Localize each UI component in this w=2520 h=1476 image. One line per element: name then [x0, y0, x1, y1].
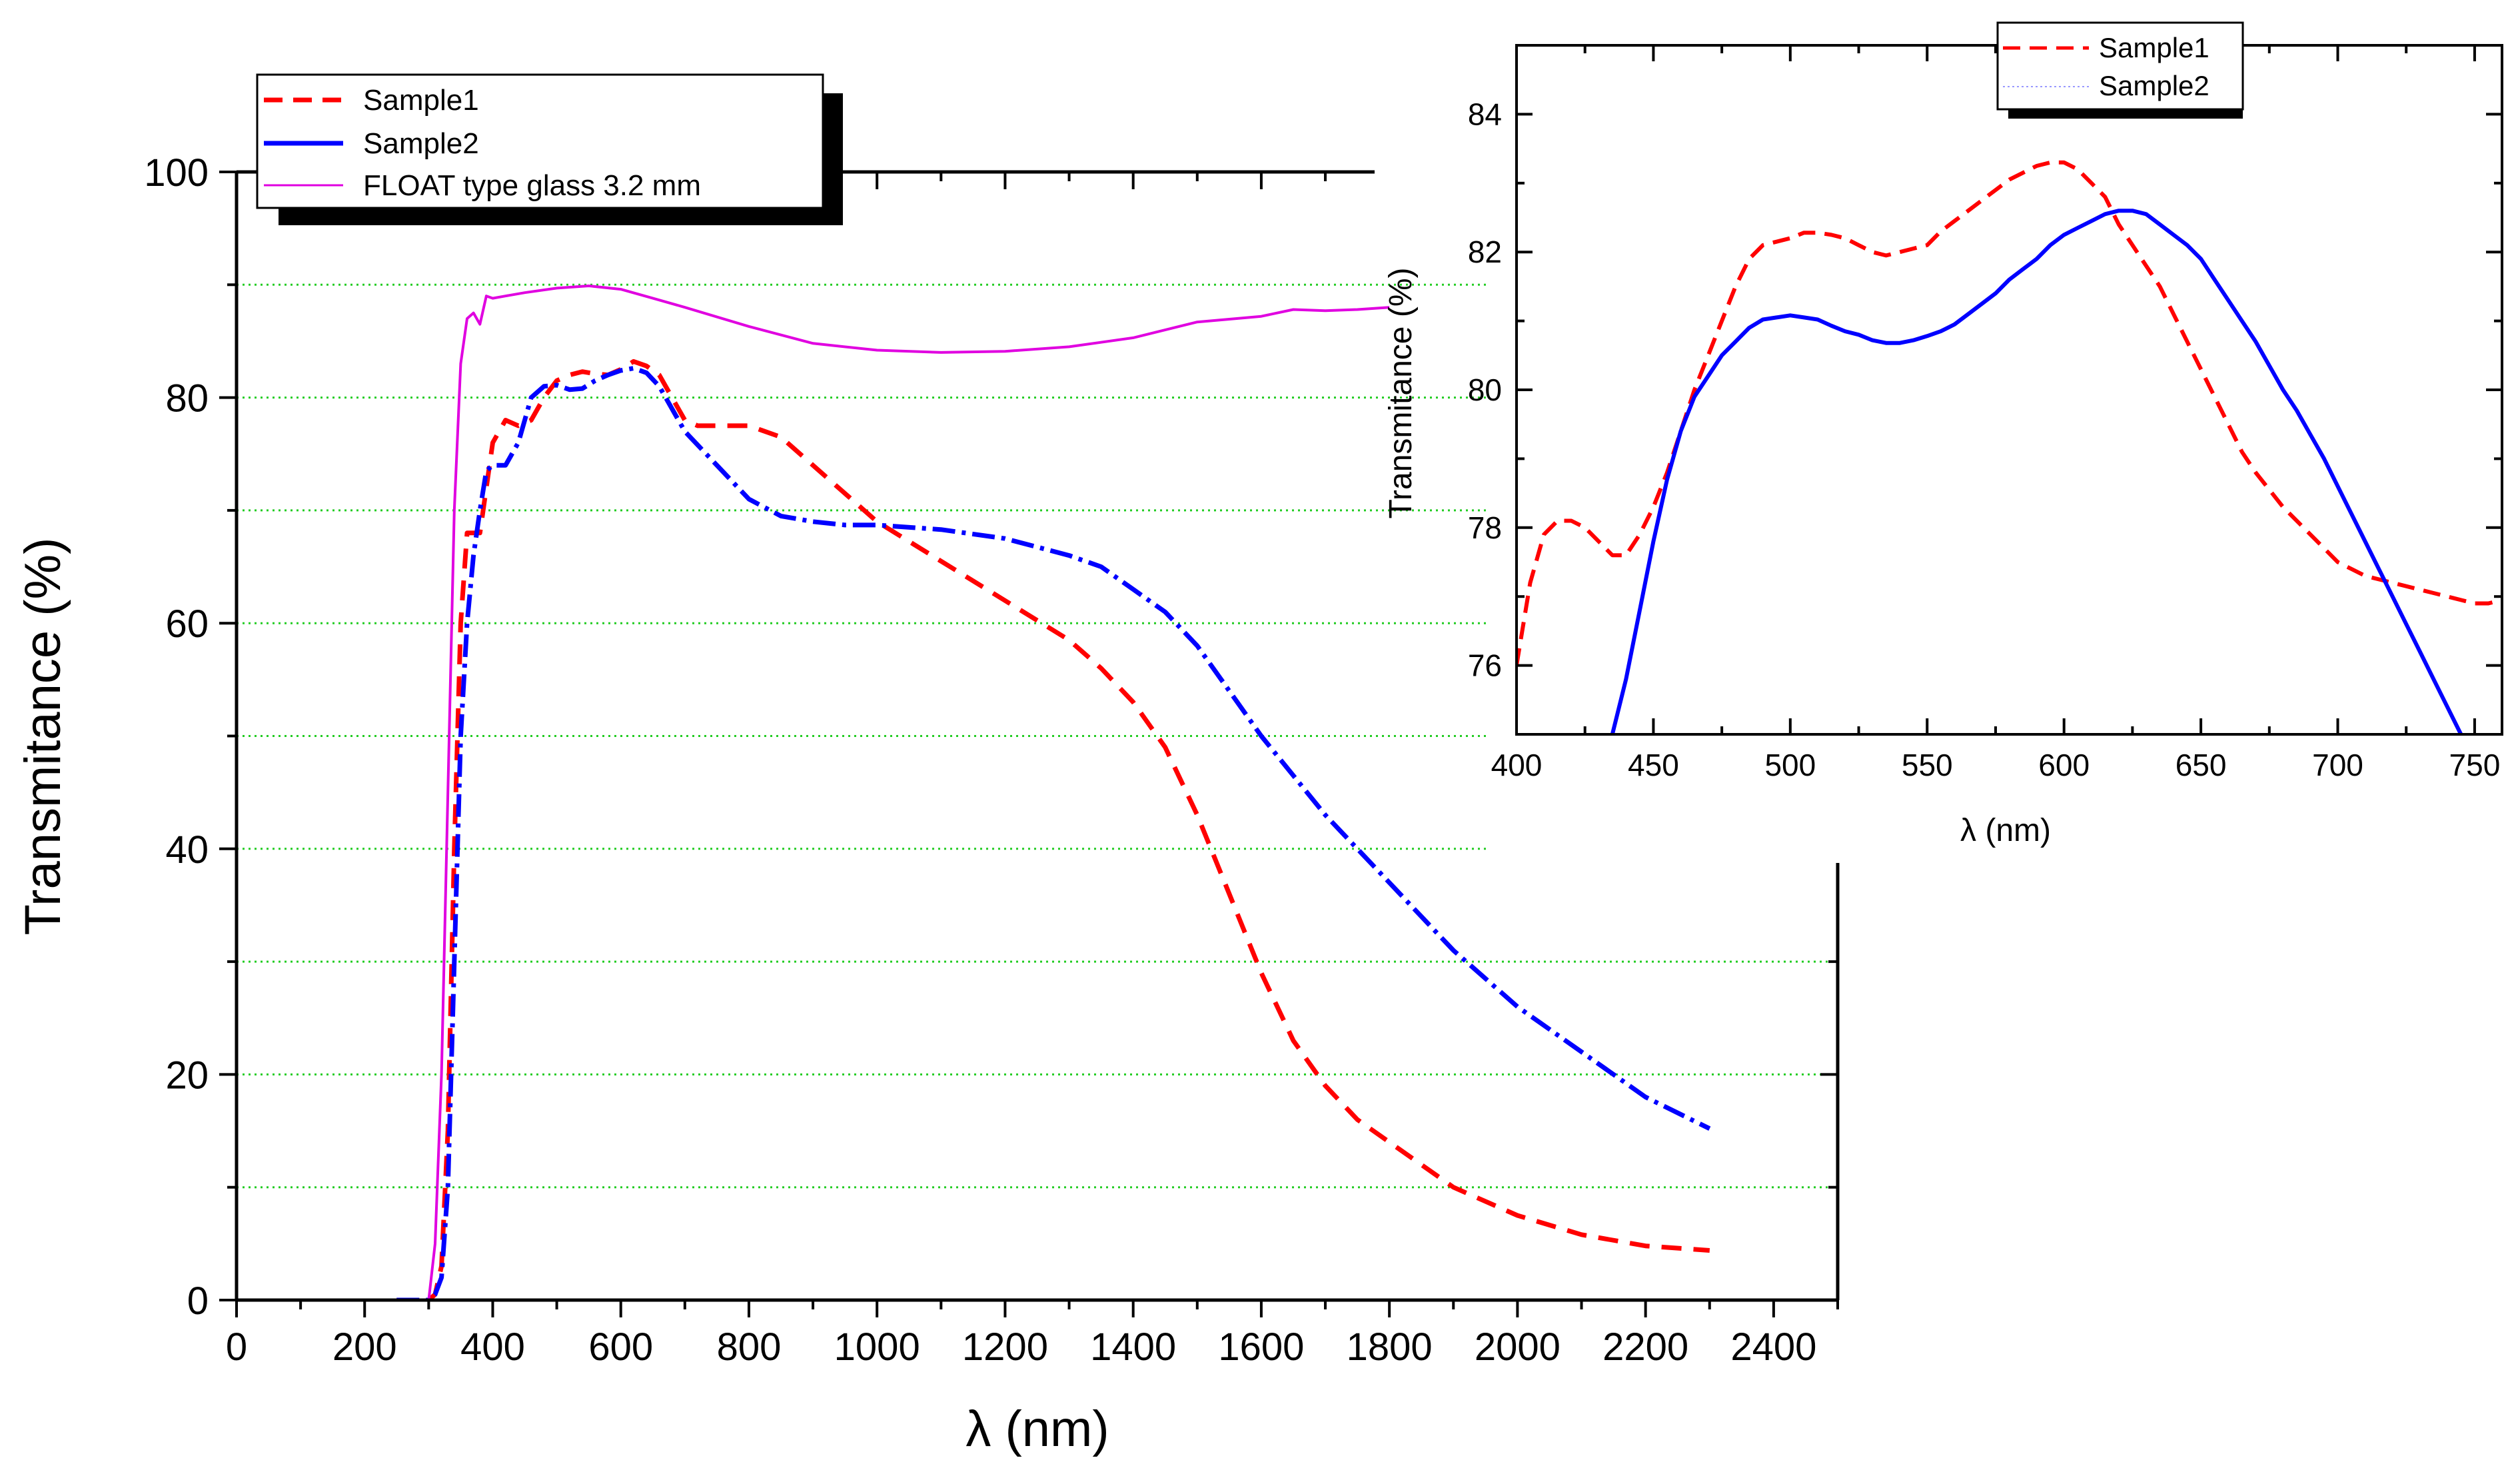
main-y-tick-label-80: 80	[165, 377, 209, 420]
inset-series-sample1	[1517, 160, 2502, 666]
main-legend-label-sample1: Sample1	[363, 84, 479, 117]
inset-x-tick-label-750: 750	[2449, 748, 2501, 782]
inset-series-group	[1517, 160, 2502, 734]
main-legend-label-float-glass: FLOAT type glass 3.2 mm	[363, 169, 701, 202]
inset-ticks: 400 450 500 550 600 650 700 750 76 78 80 82 84	[1468, 44, 2502, 782]
inset-x-tick-label-550: 550	[1902, 748, 1953, 782]
main-x-tick-label-800: 800	[717, 1325, 782, 1369]
main-series-sample2	[396, 366, 1711, 1300]
main-x-tick-label-1200: 1200	[962, 1325, 1048, 1369]
inset-y-tick-label-78: 78	[1468, 510, 1502, 545]
inset-x-tick-label-400: 400	[1491, 748, 1543, 782]
main-y-axis-title: Transmitance (%)	[15, 538, 71, 936]
inset-chart: 400 450 500 550 600 650 700 750 76 78 80 82 84 λ (nm…	[1383, 13, 2520, 860]
main-x-axis-title: λ (nm)	[965, 1401, 1109, 1457]
inset-x-tick-label-650: 650	[2176, 748, 2227, 782]
inset-background	[1486, 13, 2520, 860]
main-y-tick-label-100: 100	[144, 151, 209, 195]
inset-legend-label-sample2: Sample2	[2099, 70, 2209, 101]
main-y-tick-label-60: 60	[165, 602, 209, 646]
inset-legend-box	[1996, 21, 2244, 111]
inset-y-axis-title: Transmitance (%)	[1383, 268, 1419, 519]
main-x-tick-label-2400: 2400	[1730, 1325, 1816, 1369]
inset-x-axis-title: λ (nm)	[1960, 813, 2051, 848]
inset-y-tick-label-76: 76	[1468, 648, 1502, 683]
inset-x-tick-label-500: 500	[1764, 748, 1816, 782]
main-series-group	[396, 285, 1711, 1300]
inset-x-tick-label-700: 700	[2312, 748, 2363, 782]
inset-x-tick-label-450: 450	[1628, 748, 1679, 782]
inset-legend: Sample1 Sample2	[1996, 21, 2244, 119]
inset-series-sample2	[1610, 209, 2463, 734]
main-x-tick-label-200: 200	[332, 1325, 397, 1369]
main-y-tick-label-40: 40	[165, 828, 209, 872]
main-series-float-type-glass-3-2-mm	[427, 285, 1390, 1300]
main-y-tick-label-0: 0	[187, 1279, 209, 1323]
inset-y-tick-label-84: 84	[1468, 97, 1502, 131]
main-x-tick-label-1800: 1800	[1347, 1325, 1433, 1369]
main-legend: Sample1 Sample2 FLOAT type glass 3.2 mm	[256, 73, 843, 225]
main-chart: 0 200 400 600 800 1000 1200 1400 1600 1800 2000 220…	[15, 73, 1840, 1457]
main-x-tick-label-1600: 1600	[1218, 1325, 1304, 1369]
main-series-sample1	[396, 359, 1710, 1300]
main-y-tick-label-20: 20	[165, 1054, 209, 1097]
inset-legend-label-sample1: Sample1	[2099, 32, 2209, 63]
main-x-tick-label-2000: 2000	[1475, 1325, 1561, 1369]
main-x-tick-label-600: 600	[588, 1325, 653, 1369]
main-x-tick-label-1000: 1000	[834, 1325, 920, 1369]
main-legend-box	[256, 73, 824, 209]
main-x-tick-label-400: 400	[460, 1325, 525, 1369]
inset-x-tick-label-600: 600	[2038, 748, 2090, 782]
inset-y-tick-label-82: 82	[1468, 235, 1502, 269]
main-legend-label-sample2: Sample2	[363, 127, 479, 160]
main-x-tick-label-0: 0	[226, 1325, 247, 1369]
main-x-tick-label-2200: 2200	[1602, 1325, 1688, 1369]
inset-y-tick-label-80: 80	[1468, 372, 1502, 407]
main-x-tick-label-1400: 1400	[1090, 1325, 1176, 1369]
